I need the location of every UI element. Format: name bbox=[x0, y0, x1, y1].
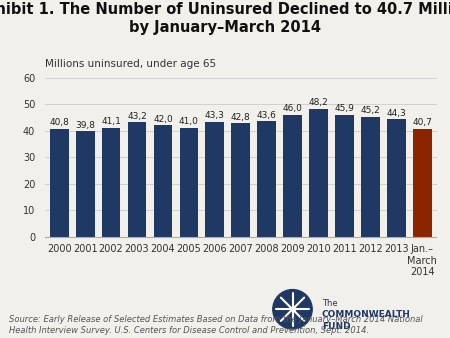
Bar bbox=[206, 122, 224, 237]
Text: 48,2: 48,2 bbox=[309, 98, 328, 107]
Bar bbox=[257, 121, 276, 237]
Text: Millions uninsured, under age 65: Millions uninsured, under age 65 bbox=[45, 59, 216, 69]
Bar bbox=[153, 125, 172, 237]
Text: 40,8: 40,8 bbox=[50, 118, 69, 127]
Text: 46,0: 46,0 bbox=[283, 104, 302, 113]
Text: Exhibit 1. The Number of Uninsured Declined to 40.7 Million
by January–March 201: Exhibit 1. The Number of Uninsured Decli… bbox=[0, 2, 450, 35]
Bar bbox=[283, 115, 302, 237]
Bar bbox=[128, 122, 146, 237]
Bar bbox=[387, 119, 405, 237]
Text: 39,8: 39,8 bbox=[75, 121, 95, 130]
Bar bbox=[102, 128, 121, 237]
Bar bbox=[76, 131, 94, 237]
Text: COMMONWEALTH: COMMONWEALTH bbox=[322, 310, 410, 319]
Text: 40,7: 40,7 bbox=[412, 118, 432, 127]
Bar bbox=[413, 129, 432, 237]
Text: FUND: FUND bbox=[322, 321, 351, 331]
Bar bbox=[309, 109, 328, 237]
Text: 45,9: 45,9 bbox=[334, 104, 355, 114]
Text: 43,6: 43,6 bbox=[257, 111, 277, 120]
Circle shape bbox=[273, 290, 312, 329]
Bar bbox=[231, 123, 250, 237]
Text: Source: Early Release of Selected Estimates Based on Data from the January–March: Source: Early Release of Selected Estima… bbox=[9, 315, 423, 335]
Text: 42,8: 42,8 bbox=[231, 113, 251, 122]
Text: 42,0: 42,0 bbox=[153, 115, 173, 124]
Bar bbox=[361, 117, 380, 237]
Bar bbox=[335, 115, 354, 237]
Text: 44,3: 44,3 bbox=[387, 109, 406, 118]
Bar bbox=[180, 128, 198, 237]
Text: 43,2: 43,2 bbox=[127, 112, 147, 121]
Text: The: The bbox=[322, 298, 338, 308]
Bar bbox=[50, 128, 68, 237]
Text: 41,0: 41,0 bbox=[179, 118, 199, 126]
Text: 41,1: 41,1 bbox=[101, 117, 121, 126]
Text: 45,2: 45,2 bbox=[360, 106, 380, 115]
Text: 43,3: 43,3 bbox=[205, 111, 225, 120]
